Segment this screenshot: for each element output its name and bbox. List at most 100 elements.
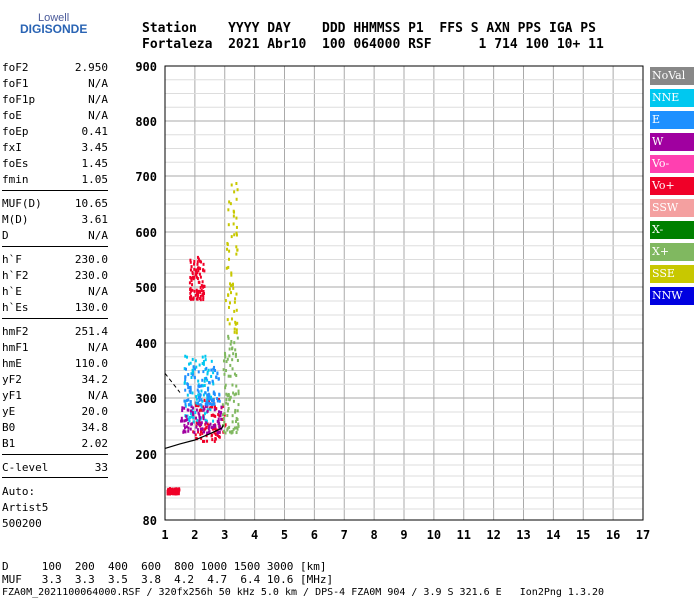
x-tick-label: 8 bbox=[371, 528, 378, 542]
echo-point bbox=[233, 341, 236, 345]
echo-point bbox=[203, 428, 206, 432]
echo-point bbox=[200, 384, 203, 388]
plot-frame bbox=[164, 65, 644, 521]
y-tick-label: 600 bbox=[135, 226, 157, 240]
param-row: h`F2 230.0 bbox=[2, 269, 108, 283]
echo-point bbox=[234, 322, 237, 326]
param-name: foEp bbox=[2, 125, 29, 138]
echo-point bbox=[230, 235, 233, 239]
param-name: h`F2 bbox=[2, 269, 29, 282]
echo-point bbox=[188, 362, 191, 366]
echo-point bbox=[206, 397, 209, 401]
echo-point bbox=[168, 487, 171, 491]
echo-point bbox=[197, 269, 200, 273]
echo-point bbox=[235, 245, 238, 249]
echo-point bbox=[193, 289, 196, 293]
echo-point bbox=[195, 408, 198, 412]
echo-point bbox=[229, 363, 232, 367]
echo-point bbox=[233, 300, 236, 304]
param-value: 1.45 bbox=[81, 157, 109, 170]
echo-point bbox=[214, 414, 217, 418]
param-row: h`Es 130.0 bbox=[2, 301, 108, 315]
echo-point bbox=[236, 409, 239, 413]
artist-label: Artist5 bbox=[2, 501, 49, 514]
param-name: foE bbox=[2, 109, 22, 122]
echo-point bbox=[201, 378, 204, 382]
echo-point bbox=[225, 266, 228, 270]
echo-point bbox=[203, 284, 206, 288]
echo-point bbox=[217, 422, 220, 426]
echo-point bbox=[196, 428, 199, 432]
param-name: h`Es bbox=[2, 301, 29, 314]
echo-point bbox=[212, 382, 215, 386]
param-value: 110.0 bbox=[74, 357, 108, 370]
echo-point bbox=[227, 374, 230, 378]
echo-point bbox=[234, 354, 237, 358]
echo-point bbox=[189, 268, 192, 272]
echo-point bbox=[195, 401, 198, 405]
echo-point bbox=[204, 354, 207, 358]
echo-point bbox=[233, 210, 236, 214]
echo-point bbox=[200, 436, 203, 440]
echo-point bbox=[228, 354, 231, 358]
echo-point bbox=[206, 378, 209, 382]
echo-point bbox=[236, 336, 239, 340]
echo-point bbox=[209, 402, 212, 406]
echo-point bbox=[196, 271, 199, 275]
echo-point bbox=[218, 393, 221, 397]
y-tick-label: 900 bbox=[135, 60, 157, 74]
echo-point bbox=[226, 241, 229, 245]
x-tick-label: 10 bbox=[427, 528, 441, 542]
echo-point bbox=[212, 399, 215, 403]
echo-point bbox=[212, 402, 215, 406]
echo-point bbox=[214, 405, 217, 409]
param-row: h`E N/A bbox=[2, 285, 108, 299]
echo-point bbox=[202, 430, 205, 434]
legend-item: Vo+ bbox=[650, 177, 694, 195]
echo-point bbox=[196, 255, 199, 259]
echo-point bbox=[232, 352, 235, 356]
echo-point bbox=[191, 373, 194, 377]
echo-point bbox=[213, 439, 216, 443]
echo-point bbox=[202, 362, 205, 366]
param-name: hmF2 bbox=[2, 325, 29, 338]
param-row: fxI 3.45 bbox=[2, 141, 108, 155]
echo-point bbox=[227, 265, 230, 269]
echo-point bbox=[224, 353, 227, 357]
legend-item: SSE bbox=[650, 265, 694, 283]
echo-point bbox=[216, 397, 219, 401]
echo-point bbox=[210, 413, 213, 417]
echo-point bbox=[207, 392, 210, 396]
echo-point bbox=[177, 488, 180, 492]
echo-point bbox=[203, 379, 206, 383]
echo-point bbox=[200, 289, 203, 293]
echo-point bbox=[207, 394, 210, 398]
echo-point bbox=[237, 392, 240, 396]
echo-point bbox=[220, 410, 223, 414]
echo-point bbox=[210, 397, 213, 401]
x-tick-label: 14 bbox=[546, 528, 560, 542]
echo-point bbox=[229, 374, 232, 378]
echo-point bbox=[232, 286, 235, 290]
param-name: yF1 bbox=[2, 389, 22, 402]
echo-point bbox=[199, 433, 202, 437]
logo-lowell: Lowell bbox=[38, 12, 70, 24]
echo-point bbox=[223, 413, 226, 417]
echo-point bbox=[206, 372, 209, 376]
echo-point bbox=[197, 396, 200, 400]
param-name: B0 bbox=[2, 421, 16, 434]
echo-point bbox=[198, 398, 201, 402]
param-value: 230.0 bbox=[74, 269, 108, 282]
echo-point bbox=[235, 328, 238, 332]
echo-point bbox=[214, 432, 217, 436]
echo-point bbox=[235, 384, 238, 388]
echo-point bbox=[188, 419, 191, 423]
echo-point bbox=[231, 367, 234, 371]
echo-point bbox=[237, 403, 240, 407]
echo-point bbox=[177, 490, 180, 494]
param-value: N/A bbox=[88, 229, 108, 242]
echo-point bbox=[229, 342, 232, 346]
echo-point bbox=[230, 339, 233, 343]
echo-point bbox=[228, 257, 231, 261]
logo-digisonde: DIGISONDE bbox=[20, 22, 88, 36]
